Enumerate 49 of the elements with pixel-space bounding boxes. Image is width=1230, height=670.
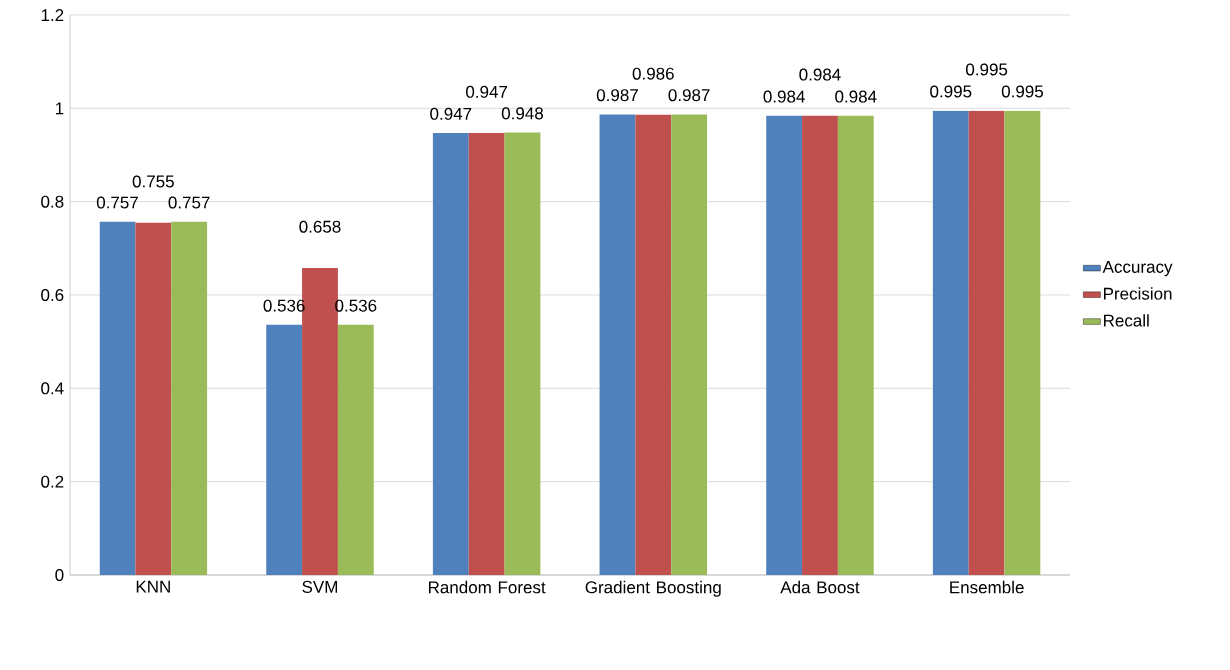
bar xyxy=(135,222,172,575)
x-tick-label: Gradient Boosting xyxy=(585,580,721,597)
data-label: 0.984 xyxy=(799,68,841,81)
bar xyxy=(635,114,672,575)
y-tick-label: 0.4 xyxy=(41,382,64,395)
bar xyxy=(337,324,374,575)
data-label: 0.986 xyxy=(632,67,674,80)
bar xyxy=(766,115,803,575)
data-label: 0.947 xyxy=(466,85,508,98)
y-tick-label: 1 xyxy=(55,102,64,115)
data-label: 0.947 xyxy=(430,107,472,120)
data-label: 0.658 xyxy=(299,220,341,233)
data-label: 0.755 xyxy=(132,175,174,188)
x-tick-label: Random Forest xyxy=(428,580,546,594)
data-label: 0.995 xyxy=(966,63,1008,76)
y-tick-label: 1.2 xyxy=(41,9,64,21)
bar xyxy=(932,110,969,575)
data-label: 0.987 xyxy=(668,89,710,102)
legend-label: Recall xyxy=(1104,314,1149,327)
bar xyxy=(432,133,469,575)
data-label: 0.948 xyxy=(501,107,544,120)
bar xyxy=(837,115,874,575)
data-label: 0.757 xyxy=(168,196,210,209)
bar xyxy=(802,115,838,575)
bar xyxy=(671,114,708,575)
x-tick-label: Ensemble xyxy=(950,580,1024,594)
x-tick-label: SVM xyxy=(302,580,338,593)
bar xyxy=(99,221,136,575)
bar xyxy=(599,114,636,575)
y-tick-label: 0.2 xyxy=(41,475,64,488)
x-tick-label: KNN xyxy=(136,580,170,593)
legend-label: Precision xyxy=(1104,287,1172,300)
data-label: 0.987 xyxy=(596,89,638,102)
bar xyxy=(171,221,208,575)
data-label: 0.984 xyxy=(763,90,805,103)
data-label: 0.995 xyxy=(930,85,972,98)
bar xyxy=(968,110,1005,575)
data-label: 0.757 xyxy=(96,196,138,209)
bar xyxy=(468,133,505,575)
y-tick-label: 0.8 xyxy=(41,195,64,208)
bar xyxy=(266,324,303,575)
bar xyxy=(1004,110,1041,575)
data-label: 0.995 xyxy=(1001,85,1043,98)
y-tick-label: 0 xyxy=(55,568,64,582)
x-tick-label: Ada Boost xyxy=(780,580,860,594)
legend-label: Accuracy xyxy=(1102,261,1173,277)
y-tick-label: 0.6 xyxy=(41,288,64,302)
data-label: 0.984 xyxy=(835,90,877,103)
bar xyxy=(504,132,541,575)
